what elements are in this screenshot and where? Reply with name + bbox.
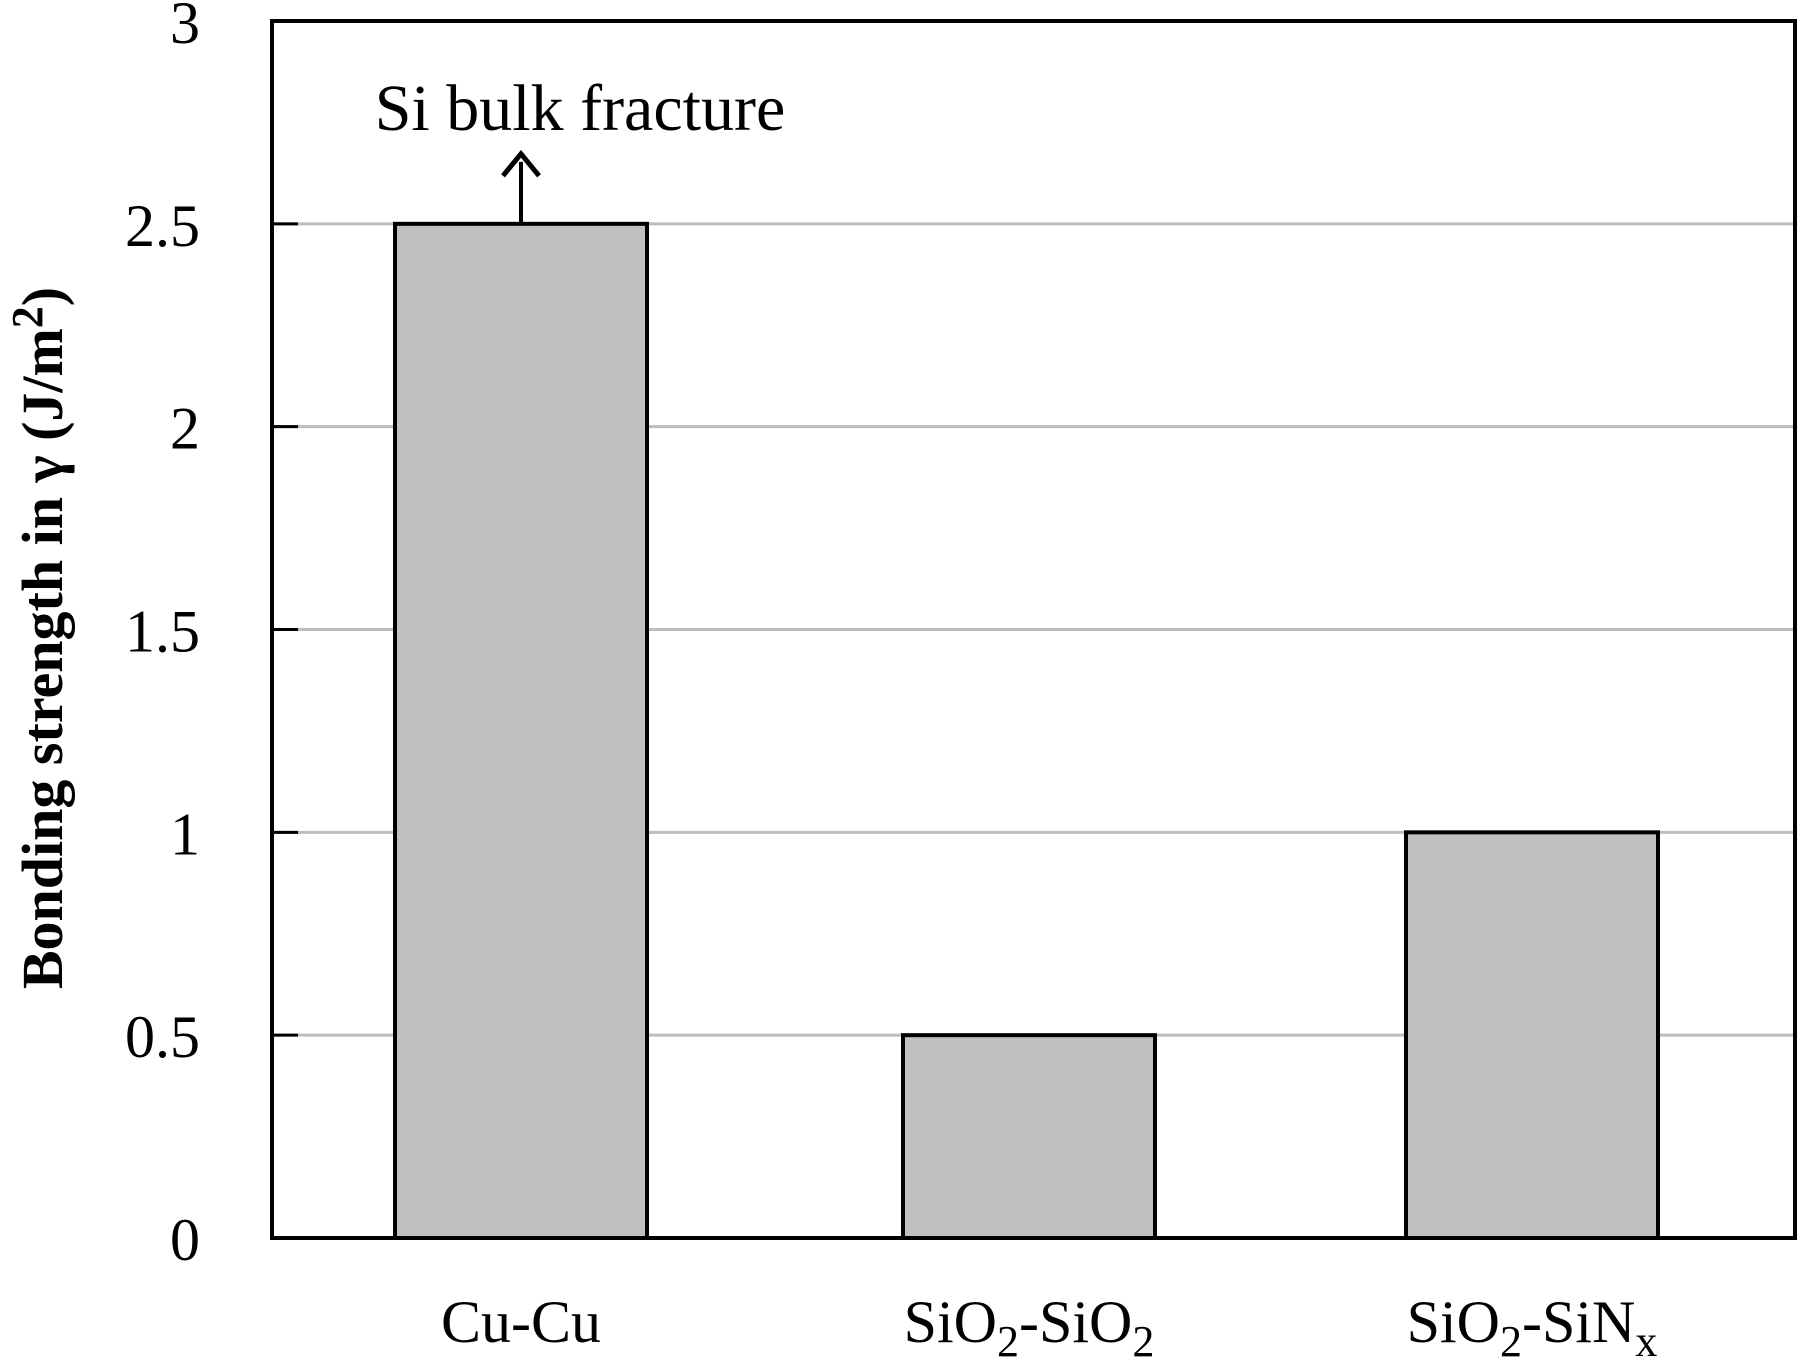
bar-cu-cu bbox=[393, 221, 649, 1241]
x-category-label: Cu-Cu bbox=[441, 1289, 601, 1355]
x-category-label: SiO2-SiO2 bbox=[904, 1289, 1155, 1363]
y-axis-label: Bonding strength in γ (J/m2) bbox=[3, 287, 75, 989]
annotation-label: Si bulk fracture bbox=[375, 72, 786, 145]
x-category-label: SiO2-SiNx bbox=[1407, 1289, 1658, 1363]
labels: 0 0.5 1 1.5 2 2.5 3 Cu-Cu SiO2-SiO2 SiO2-SiNx Bond… bbox=[3, 0, 1658, 1366]
bar-sio2-sio2 bbox=[901, 1033, 1157, 1240]
y-tick-label: 0 bbox=[170, 1207, 200, 1273]
y-tick-label: 2.5 bbox=[125, 193, 200, 259]
bars bbox=[393, 221, 1660, 1241]
arrow-up-icon bbox=[501, 149, 541, 178]
y-tick-label: 1.5 bbox=[125, 599, 200, 665]
plot-frame bbox=[270, 19, 1797, 1240]
y-tick-label: 0.5 bbox=[125, 1004, 200, 1070]
axes bbox=[270, 19, 1797, 1240]
y-tick-label: 1 bbox=[170, 801, 200, 867]
y-tick-label: 2 bbox=[170, 396, 200, 462]
y-tick-label: 3 bbox=[170, 0, 200, 56]
bar-sio2-sinx bbox=[1404, 830, 1660, 1240]
